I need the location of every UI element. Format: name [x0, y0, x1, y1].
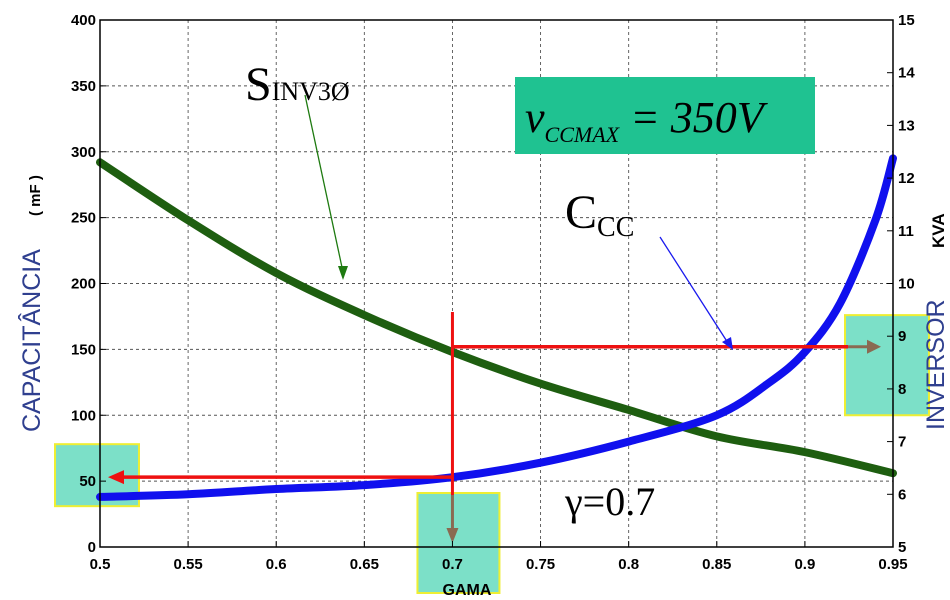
series-label-sinv-main: S	[245, 58, 272, 111]
vccmax-sub: CCMAX	[545, 122, 621, 147]
vccmax-v: v	[525, 93, 545, 142]
y-right-tick-label: 9	[898, 328, 906, 345]
y-right-tick-label: 7	[898, 434, 906, 451]
y-left-tick-label: 200	[71, 276, 96, 293]
x-tick-label: 0.65	[350, 556, 379, 573]
y-right-tick-label: 14	[898, 65, 915, 82]
sinv-pointer-head	[338, 266, 348, 280]
y-left-tick-label: 50	[79, 473, 96, 490]
series-label-sinv: SINV3Ø	[245, 58, 350, 111]
y-axis-right-label: INVERSOR	[922, 299, 950, 430]
ccc-pointer	[659, 236, 729, 344]
series-label-ccc: CCC	[565, 186, 634, 243]
series-lines	[96, 154, 897, 501]
series-label-sinv-sub: INV3Ø	[272, 77, 350, 106]
guide-lines	[108, 312, 881, 543]
highlight-bottom	[416, 492, 501, 594]
axis-ticks: 0.5 0.55 0.6 0.65 0.7 0.75 0.8 0.85 0.9 0.95 0 50 10…	[71, 12, 915, 573]
x-axis-label: GAMA	[443, 582, 492, 599]
y-left-tick-label: 150	[71, 341, 96, 358]
y-right-tick-label: 11	[898, 223, 914, 240]
y-axis-right-unit: KVA	[929, 213, 948, 248]
y-axis-left-unit: ( mF )	[27, 175, 44, 216]
x-tick-label: 0.6	[266, 556, 287, 573]
vccmax-box	[515, 77, 815, 154]
series-label-ccc-sub: CC	[597, 212, 634, 243]
y-right-tick-label: 15	[898, 12, 915, 29]
y-left-tick-label: 250	[71, 210, 96, 227]
y-left-tick-label: 300	[71, 144, 96, 161]
y-right-tick-label: 12	[898, 170, 915, 187]
gamma-label: γ=0.7	[564, 479, 655, 524]
vccmax-label: vCCMAX = 350V	[525, 93, 769, 147]
y-right-tick-label: 6	[898, 486, 906, 503]
series-line-ccc	[96, 154, 897, 501]
x-tick-label: 0.85	[702, 556, 731, 573]
series-label-ccc-main: C	[565, 186, 597, 239]
y-left-tick-label: 0	[88, 539, 96, 556]
y-right-tick-label: 10	[898, 276, 915, 293]
guide-arrow-left	[108, 470, 124, 485]
guide-arrow-right	[867, 339, 881, 354]
series-line-sinv	[96, 158, 897, 478]
sinv-pointer	[304, 94, 344, 273]
y-right-tick-label: 13	[898, 117, 915, 134]
ccc-pointer-head	[722, 337, 733, 350]
y-left-tick-label: 350	[71, 78, 96, 95]
vccmax-value: = 350V	[619, 93, 769, 142]
x-tick-label: 0.7	[442, 556, 463, 573]
x-tick-label: 0.55	[174, 556, 203, 573]
x-tick-label: 0.9	[794, 556, 815, 573]
y-left-tick-label: 100	[71, 407, 96, 424]
x-tick-label: 0.8	[618, 556, 639, 573]
y-right-tick-label: 8	[898, 381, 906, 398]
y-axis-left-label: CAPACITÂNCIA	[17, 249, 46, 432]
y-right-tick-label: 5	[898, 539, 906, 556]
highlight-right	[844, 314, 930, 417]
x-tick-label: 0.5	[90, 556, 111, 573]
x-tick-label: 0.75	[526, 556, 555, 573]
x-tick-label: 0.95	[878, 556, 907, 573]
guide-arrow-down	[446, 528, 459, 543]
y-left-tick-label: 400	[71, 12, 96, 29]
